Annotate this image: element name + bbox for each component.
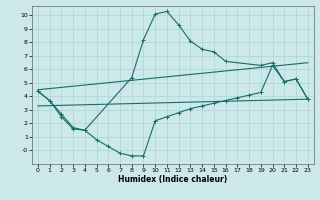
X-axis label: Humidex (Indice chaleur): Humidex (Indice chaleur) [118, 175, 228, 184]
